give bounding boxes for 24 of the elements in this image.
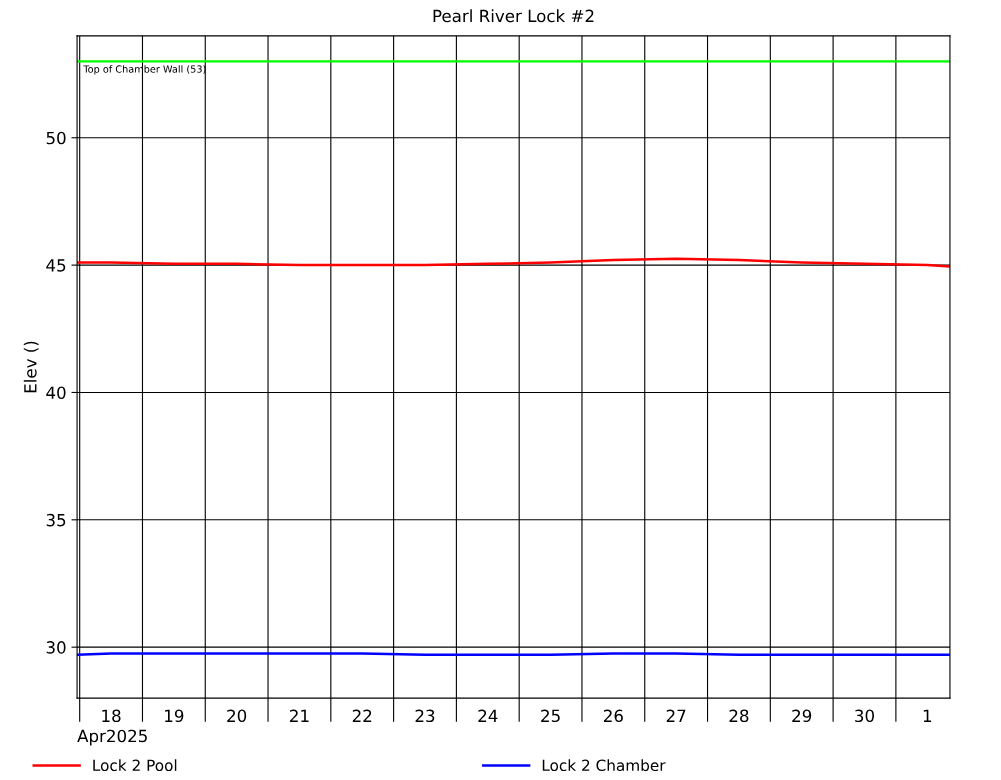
x-axis-title: Apr2025 [77,729,147,746]
y-tick-label: 45 [46,259,66,272]
x-tick-label: 24 [478,709,498,722]
x-tick-label: 28 [729,709,749,723]
x-tick-label: 26 [603,709,623,723]
y-tick-label: 50 [46,131,66,145]
x-tick-label: 23 [415,709,435,723]
x-tick-label: 27 [666,709,686,722]
y-tick-label: 35 [46,513,66,527]
x-tick-label: 25 [541,709,560,723]
legend-label: Lock 2 Chamber [542,759,666,772]
x-tick-label: 29 [792,709,812,723]
y-axis-title: Elev () [23,341,39,393]
x-tick-label: 18 [102,709,121,723]
x-tick-label: 22 [352,709,372,722]
y-tick-label: 30 [46,641,66,654]
x-tick-label: 30 [855,709,874,723]
x-tick-label: 20 [227,709,247,723]
x-tick-label: 21 [290,709,309,722]
y-tick-label: 40 [46,386,66,400]
x-tick-label: 1 [923,709,932,722]
x-tick-label: 19 [165,709,184,723]
chart-title: Pearl River Lock #2 [433,9,594,23]
legend-label: Lock 2 Pool [93,759,177,772]
